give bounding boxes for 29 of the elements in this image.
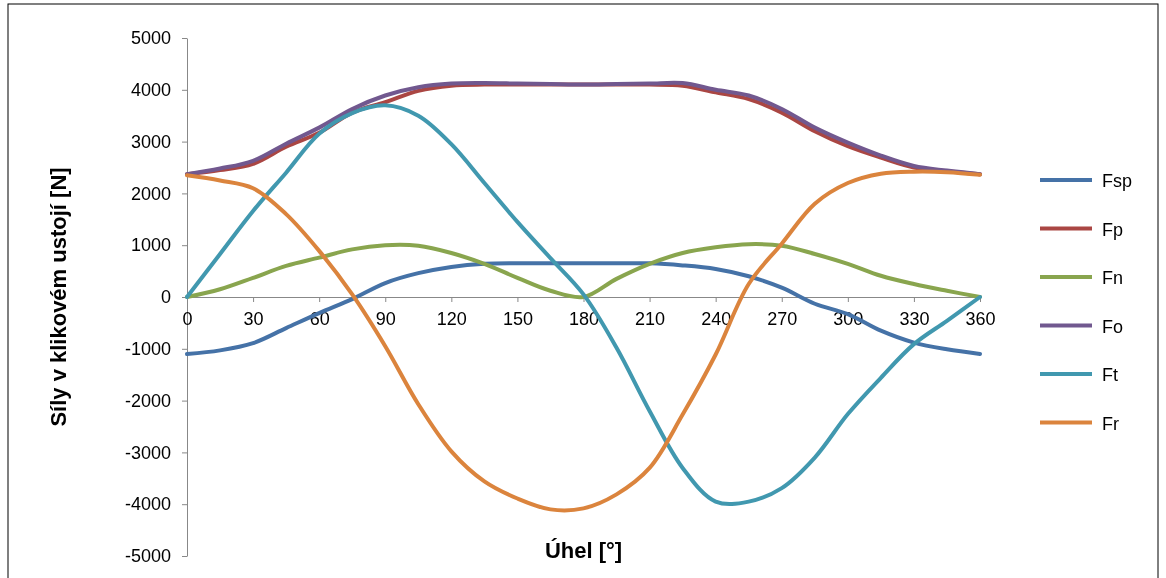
x-tick-label: 90 — [375, 309, 396, 329]
x-tick-label: 330 — [899, 309, 930, 329]
legend-label: Fn — [1102, 268, 1124, 288]
legend-label: Fr — [1102, 413, 1119, 434]
x-tick-label: 0 — [182, 309, 193, 329]
x-tick-label: 120 — [436, 309, 467, 329]
legend-label: Fo — [1102, 316, 1124, 337]
y-tick-label: -5000 — [124, 546, 171, 567]
y-tick-label: -2000 — [124, 390, 171, 411]
x-tick-label: 270 — [767, 309, 798, 329]
x-tick-label: 150 — [502, 309, 533, 329]
y-axis-title: Síly v klikovém ustojí [N] — [46, 167, 71, 427]
x-axis-title: Úhel [°] — [544, 538, 623, 563]
legend-label: Ft — [1102, 365, 1118, 385]
x-tick-label: 30 — [243, 309, 264, 329]
y-tick-label: 2000 — [130, 183, 171, 204]
legend-label: Fp — [1102, 219, 1124, 240]
y-tick-label: 0 — [160, 287, 171, 308]
y-tick-label: 3000 — [130, 131, 171, 152]
x-tick-label: 210 — [635, 309, 666, 329]
y-tick-label: 1000 — [130, 235, 171, 256]
legend-label: Fsp — [1102, 171, 1133, 191]
x-tick-label: 360 — [965, 309, 996, 329]
y-tick-label: -1000 — [124, 339, 171, 360]
y-tick-label: 5000 — [130, 28, 171, 49]
line-series — [185, 242, 982, 300]
y-tick-label: -4000 — [124, 494, 171, 515]
y-tick-label: -3000 — [124, 442, 171, 463]
y-tick-label: 4000 — [130, 80, 171, 101]
